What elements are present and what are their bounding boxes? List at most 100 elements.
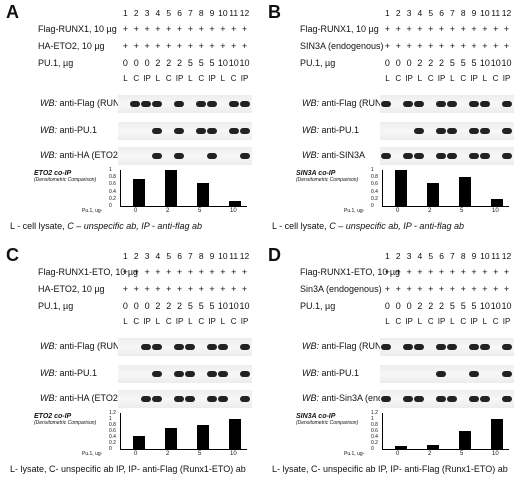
condition-value: + <box>144 24 150 34</box>
x-header: Pu.1, ug- <box>82 451 103 457</box>
panel-letter: D <box>268 245 281 265</box>
blot-band <box>240 396 250 402</box>
blot-band <box>218 344 228 350</box>
condition-value: + <box>503 41 510 51</box>
blot-band <box>174 344 184 350</box>
y-tick-label: 0.6 <box>109 428 116 434</box>
panel-a: A 1 2 3 4 5 6 7 8 9 10 11 12 Flag-RUNX1, 10 µg + + + + + + +… <box>0 0 258 238</box>
x-tick-label: 5 <box>460 451 464 457</box>
lane-number: 4 <box>155 8 161 18</box>
condition-value: + <box>166 267 172 277</box>
condition-label: PU.1, µg <box>38 301 74 311</box>
blot-band <box>436 371 446 377</box>
condition-value: L <box>482 317 488 326</box>
condition-value: 10 <box>239 301 250 311</box>
chart-bar <box>197 425 209 449</box>
condition-value: 5 <box>449 301 455 311</box>
lane-number: 3 <box>406 251 412 261</box>
blot-band <box>196 128 206 134</box>
condition-value: C <box>492 317 499 326</box>
blot-band <box>436 101 446 107</box>
blot-band <box>218 396 228 402</box>
blot-band <box>141 396 151 402</box>
condition-value: + <box>241 24 248 34</box>
blot-label: WB: anti-HA (ETO2) <box>40 150 121 160</box>
western-blot: WB: anti-Flag (RUNX1-ETO) <box>38 336 253 358</box>
condition-value: + <box>155 284 161 294</box>
y-tick-label: 0.8 <box>371 422 378 428</box>
blot-band <box>207 128 217 134</box>
condition-value: 5 <box>187 301 193 311</box>
lane-number: 6 <box>177 8 182 18</box>
condition-value: + <box>384 284 391 294</box>
blot-band <box>207 101 217 107</box>
condition-value: + <box>460 41 466 51</box>
blot-band <box>502 153 512 159</box>
condition-value: + <box>417 24 423 34</box>
condition-label: Flag-RUNX1, 10 µg <box>300 24 379 34</box>
blot-label: WB: anti-PU.1 <box>40 125 97 135</box>
condition-value: + <box>220 24 226 34</box>
condition-value: IP <box>437 317 446 326</box>
blot-label: WB: anti-Flag (RUNX1-ETO) <box>302 341 417 351</box>
condition-value: C <box>198 74 205 83</box>
condition-value: 10 <box>239 58 250 68</box>
blot-band <box>469 101 479 107</box>
wb-label: WB: <box>302 341 319 351</box>
blot-label: WB: anti-HA (ETO2) <box>40 393 121 403</box>
condition-value: 2 <box>428 301 434 311</box>
blot-band <box>414 101 424 107</box>
chart-bar <box>229 200 241 206</box>
condition-value: + <box>493 24 499 34</box>
x-tick-label: 5 <box>198 208 202 214</box>
condition-value: + <box>406 24 412 34</box>
western-blot: WB: anti-PU.1 <box>300 120 515 142</box>
antibody-label: anti-PU.1 <box>321 125 360 135</box>
condition-label: Flag-RUNX1-ETO, 10 µg <box>300 267 401 277</box>
chart-subtitle: (Densitometric Comparison) <box>296 420 359 426</box>
condition-row: L C IP L C IP L C IP L C IP <box>300 74 515 87</box>
western-blot: WB: anti-HA (ETO2) <box>38 145 253 167</box>
lane-numbers: 1 2 3 4 5 6 7 8 9 10 11 12 <box>382 251 512 261</box>
blot-image <box>380 390 514 408</box>
condition-value: + <box>503 24 510 34</box>
chart-title: SIN3A co-IP <box>296 413 336 420</box>
lane-number: 1 <box>123 251 128 261</box>
condition-value: + <box>406 284 412 294</box>
lane-number: 12 <box>239 8 250 18</box>
condition-value: C <box>198 317 205 326</box>
condition-value: IP <box>437 74 446 83</box>
condition-value: L <box>188 317 193 326</box>
condition-value: + <box>187 284 194 294</box>
chart-bar <box>165 170 177 206</box>
blot-band <box>502 371 512 377</box>
blot-band <box>381 344 391 350</box>
condition-value: + <box>133 267 139 277</box>
chart-plot: 1.2 1 0.8 0.6 0.4 0.2 0 <box>109 410 247 452</box>
blot-label: WB: anti-Flag (RUNX1) <box>302 98 396 108</box>
lane-number: 10 <box>218 251 228 261</box>
condition-label: PU.1, µg <box>300 58 336 68</box>
condition-value: C <box>165 317 172 326</box>
condition-value: + <box>144 41 150 51</box>
condition-value: + <box>220 284 226 294</box>
blot-band <box>480 101 490 107</box>
condition-value: + <box>122 41 129 51</box>
condition-value: 2 <box>439 58 445 68</box>
condition-value: L <box>220 317 226 326</box>
blot-band <box>240 344 250 350</box>
condition-value: IP <box>208 317 216 326</box>
condition-value: + <box>438 24 445 34</box>
antibody-label: anti-HA (ETO2) <box>59 150 121 160</box>
condition-value: IP <box>143 74 151 83</box>
condition-values: + + + + + + + + + + + + <box>120 267 250 277</box>
condition-value: L <box>155 74 161 83</box>
condition-label: PU.1, µg <box>300 301 336 311</box>
x-tick-label: 10 <box>230 451 237 457</box>
blot-band <box>414 344 424 350</box>
y-tick-label: 0.2 <box>109 440 116 446</box>
condition-value: + <box>198 41 204 51</box>
blot-band <box>185 344 195 350</box>
blot-band <box>414 153 424 159</box>
condition-row: PU.1, µg 0 0 0 2 2 2 5 5 5 10 10 10 <box>300 58 515 71</box>
